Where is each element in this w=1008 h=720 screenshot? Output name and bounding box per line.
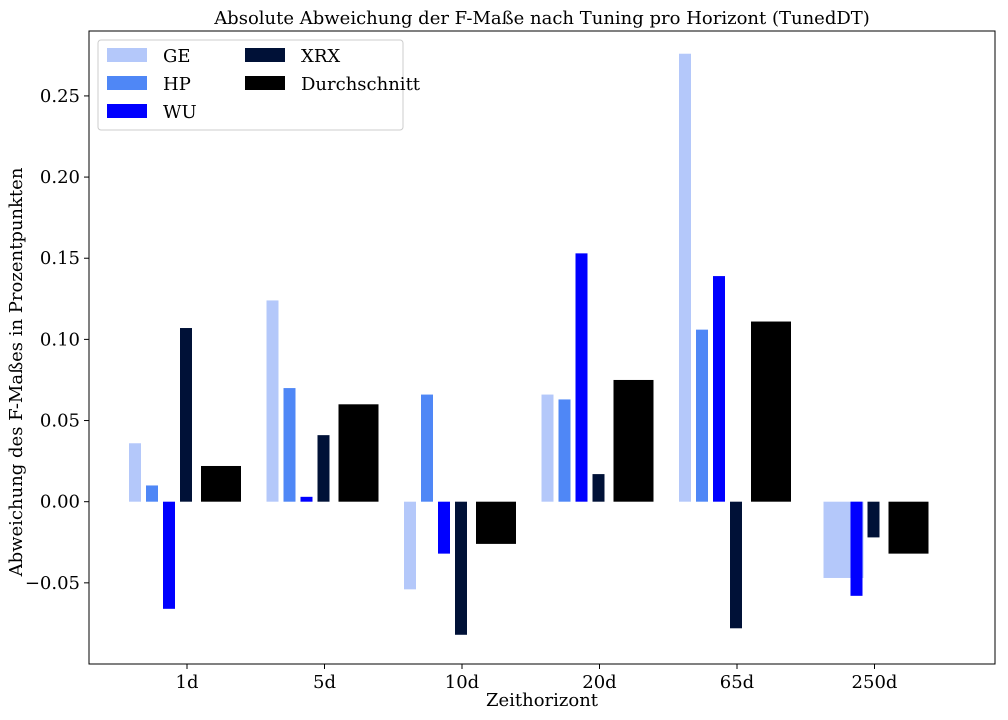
y-tick-label: 0.00 [40,492,80,513]
bar-hp-1d [146,485,158,502]
bar-wu-20d [575,253,588,502]
bar-wu-1d [163,501,175,609]
bar-hp-65d [696,329,708,502]
legend-label-durchschnitt: Durchschnitt [301,74,421,95]
y-tick-label: 0.25 [40,86,80,107]
legend-label-xrx: XRX [301,46,340,67]
bar-xrx-10d [455,501,467,635]
legend-label-wu: WU [163,102,197,123]
bar-durchschnitt-250d [888,501,929,554]
x-tick-label-65d: 65d [720,672,754,693]
plot-area: −0.05 0.00 0.05 0.10 0.15 0.20 0.25 1d 5d 10d 20d 6… [25,30,996,693]
plot-frame [88,30,996,665]
x-axis-label: Zeithorizont [486,690,599,711]
bar-durchschnitt-5d [338,404,379,502]
y-axis-label: Abweichung des F-Maßes in Prozentpunkten [6,167,27,577]
bar-xrx-65d [730,501,742,629]
bar-wu-5d [300,496,313,502]
bar-xrx-5d [317,435,330,502]
bar-ge-1d [129,443,141,502]
legend-swatch-wu [107,104,147,118]
bar-xrx-1d [180,328,192,502]
bar-ge-20d [541,394,554,502]
y-tick-label: 0.05 [40,411,80,432]
bar-durchschnitt-65d [751,321,791,502]
legend-label-hp: HP [163,74,191,95]
bar-xrx-20d [592,474,605,502]
bar-ge-65d [679,53,691,502]
bar-wu-65d [713,276,725,502]
bar-wu-10d [438,501,450,554]
bar-ge-10d [404,501,416,590]
bar-durchschnitt-20d [613,379,654,502]
bar-hp-5d [283,388,296,502]
x-tick-label-5d: 5d [313,672,336,693]
legend-swatch-xrx [245,48,285,62]
bar-durchschnitt-1d [201,465,241,502]
bar-hp-10d [421,394,433,502]
bar-xrx-250d [867,501,880,538]
bar-ge-5d [266,300,279,502]
y-tick-label: 0.10 [40,329,80,350]
legend-label-ge: GE [163,46,191,67]
x-tick-label-10d: 10d [445,672,479,693]
legend: GE HP WU XRX Durchschnitt [97,39,421,131]
bar-durchschnitt-10d [476,501,516,544]
legend-swatch-ge [107,48,147,62]
bar-wu-250d [850,501,863,596]
bar-hp-20d [558,399,571,502]
legend-swatch-durchschnitt [245,76,285,90]
chart-title: Absolute Abweichung der F-Maße nach Tuni… [213,8,870,29]
x-tick-label-250d: 250d [852,672,898,693]
y-tick-label: 0.15 [40,248,80,269]
y-tick-label: 0.20 [40,167,80,188]
legend-swatch-hp [107,76,147,90]
x-tick-label-20d: 20d [582,672,616,693]
y-tick-label: −0.05 [25,573,80,594]
x-tick-label-1d: 1d [176,672,199,693]
